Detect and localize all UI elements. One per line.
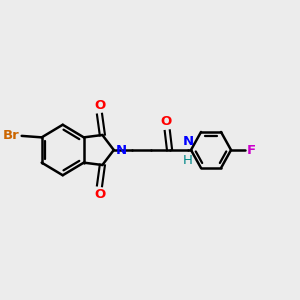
Text: O: O bbox=[160, 115, 172, 128]
Text: Br: Br bbox=[3, 129, 20, 142]
Text: O: O bbox=[94, 188, 105, 201]
Text: O: O bbox=[94, 99, 105, 112]
Text: N: N bbox=[183, 135, 194, 148]
Text: H: H bbox=[183, 154, 193, 166]
Text: F: F bbox=[247, 143, 256, 157]
Text: N: N bbox=[116, 143, 127, 157]
